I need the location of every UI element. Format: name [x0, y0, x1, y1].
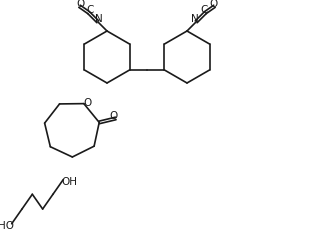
Text: OH: OH	[61, 176, 77, 186]
Text: O: O	[110, 111, 118, 121]
Text: O: O	[210, 0, 218, 9]
Text: C: C	[86, 5, 93, 15]
Text: N: N	[95, 14, 103, 24]
Text: O: O	[84, 97, 92, 107]
Text: N: N	[191, 14, 199, 24]
Text: HO: HO	[0, 220, 14, 230]
Text: O: O	[76, 0, 84, 9]
Text: C: C	[201, 5, 208, 15]
